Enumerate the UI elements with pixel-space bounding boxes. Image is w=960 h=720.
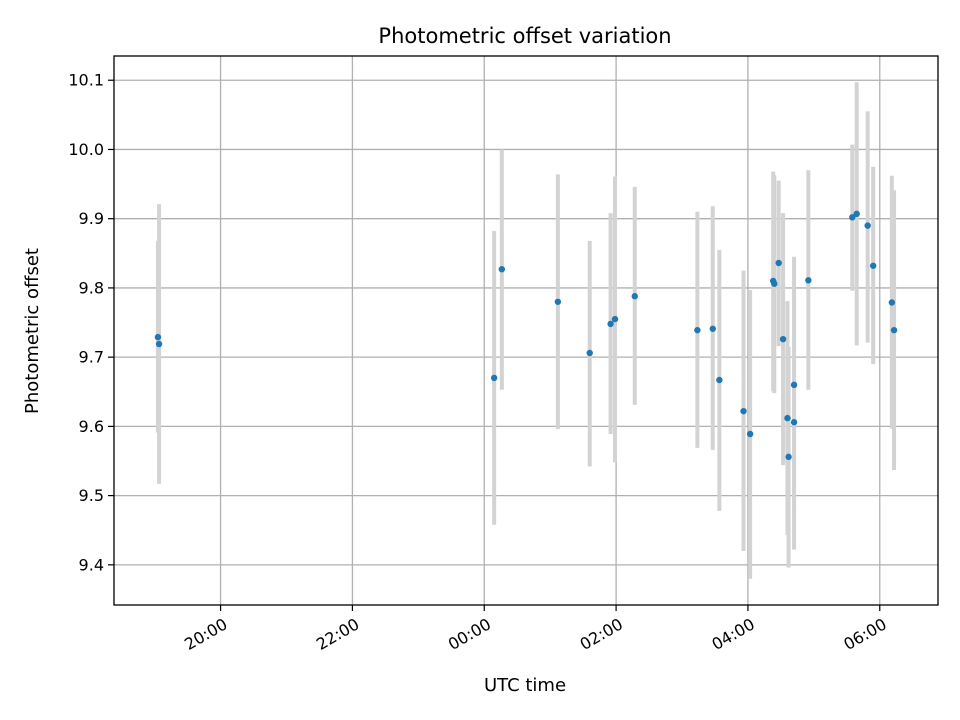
y-axis: 9.4 9.5 9.6 9.7 9.8 9.9 10.0 10.1: [68, 71, 114, 574]
data-point: [805, 277, 812, 284]
data-point: [155, 340, 163, 348]
data-point: [771, 280, 778, 287]
data-point: [869, 262, 877, 269]
chart-title: Photometric offset variation: [378, 24, 671, 48]
data-point: [631, 293, 638, 300]
data-point: [611, 315, 619, 323]
data-point: [716, 376, 723, 384]
data-point: [853, 210, 860, 218]
y-tick-label: 9.6: [79, 417, 104, 436]
data-point: [785, 453, 792, 461]
y-tick-label: 9.4: [79, 555, 104, 574]
y-axis-label: Photometric offset: [22, 248, 43, 414]
data-point: [586, 349, 593, 357]
data-point: [790, 419, 798, 426]
y-tick-label: 9.8: [79, 278, 104, 297]
plot-frame: [113, 55, 939, 606]
y-tick-label: 10.0: [68, 140, 104, 159]
x-axis-label: UTC time: [484, 675, 566, 696]
data-point: [790, 381, 798, 389]
data-point: [888, 299, 896, 306]
data-point: [775, 259, 782, 267]
y-tick-label: 9.9: [79, 209, 104, 228]
y-tick-label: 10.1: [68, 71, 104, 90]
data-point: [746, 430, 754, 438]
y-tick-label: 9.5: [79, 486, 104, 505]
y-tick-label: 9.7: [79, 348, 104, 367]
grid: [114, 56, 938, 605]
data-point: [709, 325, 716, 332]
data-point: [890, 326, 898, 334]
data-point: [864, 222, 871, 229]
data-point: [740, 407, 747, 415]
data-point: [849, 214, 856, 221]
data-point: [784, 414, 791, 422]
data-point: [607, 320, 614, 328]
data-points: [154, 210, 898, 461]
data-point: [498, 266, 506, 273]
data-point: [779, 335, 787, 343]
data-point: [490, 374, 498, 382]
data-point: [694, 326, 701, 334]
data-point: [554, 298, 562, 305]
data-point: [154, 333, 162, 341]
